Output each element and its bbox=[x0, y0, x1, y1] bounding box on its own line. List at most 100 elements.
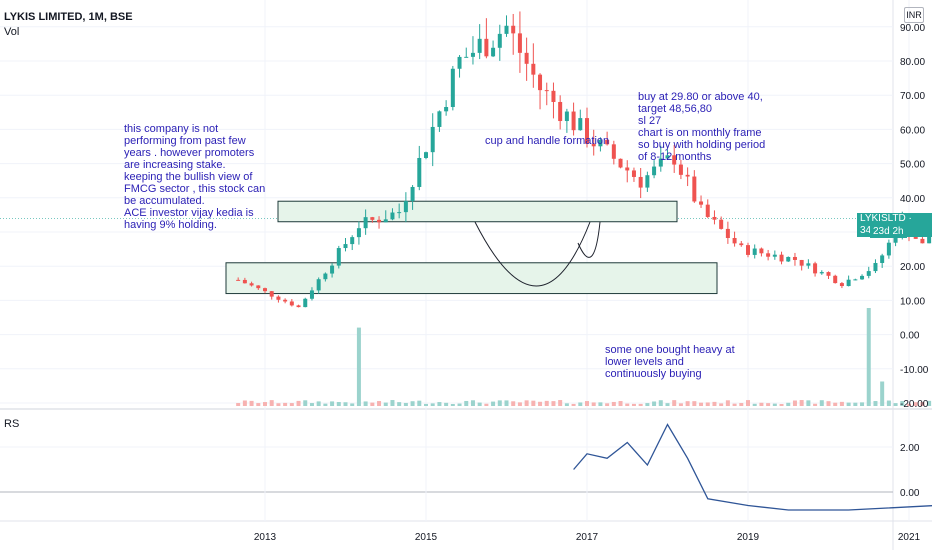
candle-body bbox=[377, 219, 382, 223]
currency-button[interactable]: INR bbox=[904, 7, 924, 23]
candle-body bbox=[497, 33, 502, 48]
candle-body bbox=[705, 204, 710, 217]
volume-bar bbox=[377, 401, 382, 406]
volume-bar bbox=[330, 401, 335, 406]
volume-bar bbox=[806, 400, 811, 406]
candle-body bbox=[866, 271, 871, 276]
volume-bar bbox=[517, 402, 522, 406]
candle-body bbox=[450, 68, 455, 108]
candle-body bbox=[920, 238, 925, 244]
candle-body bbox=[249, 283, 254, 286]
volume-bar bbox=[846, 402, 851, 406]
candle-body bbox=[719, 219, 724, 229]
candle-body bbox=[323, 273, 328, 280]
trade-note[interactable]: buy at 29.80 or above 40, target 48,56,8… bbox=[638, 91, 766, 163]
volume-bar bbox=[383, 402, 388, 406]
volume-bar bbox=[309, 403, 314, 406]
volume-bar bbox=[900, 401, 905, 406]
pattern-note[interactable]: cup and handle formation bbox=[485, 135, 610, 147]
candle-body bbox=[833, 275, 838, 284]
volume-bar bbox=[732, 403, 737, 406]
candle-body bbox=[678, 164, 683, 175]
rs-tick-label: 0.00 bbox=[900, 488, 920, 499]
price-tick-label: 60.00 bbox=[900, 125, 925, 136]
volume-bar bbox=[752, 403, 757, 406]
volume-bar bbox=[397, 402, 402, 406]
volume-bar bbox=[390, 400, 395, 406]
volume-bar bbox=[457, 403, 462, 406]
volume-bar bbox=[853, 402, 858, 406]
price-tick-label: 10.00 bbox=[900, 296, 925, 307]
candle-body bbox=[813, 263, 818, 274]
volume-indicator-label[interactable]: Vol bbox=[4, 26, 20, 38]
candle-body bbox=[699, 201, 704, 205]
volume-bar bbox=[893, 403, 898, 406]
volume-bar bbox=[739, 403, 744, 406]
support-zone[interactable] bbox=[225, 262, 718, 295]
volume-bar bbox=[719, 403, 724, 406]
volume-bar bbox=[826, 401, 831, 406]
volume-bar bbox=[269, 400, 274, 406]
candle-body bbox=[524, 52, 529, 64]
volume-bar bbox=[551, 401, 556, 406]
candle-body bbox=[927, 232, 932, 244]
candle-body bbox=[242, 279, 247, 284]
volume-bar bbox=[598, 402, 603, 406]
fundamental-note[interactable]: this company is not performing from past… bbox=[124, 123, 266, 231]
candle-body bbox=[309, 290, 314, 299]
candle-body bbox=[303, 298, 308, 308]
candle-body bbox=[786, 256, 791, 262]
rs-line[interactable] bbox=[573, 423, 932, 511]
cup-curve[interactable] bbox=[474, 221, 591, 287]
time-tick-label: 2017 bbox=[576, 532, 599, 543]
candle-body bbox=[558, 101, 563, 122]
handle-curve[interactable] bbox=[577, 221, 601, 258]
candle-body bbox=[564, 111, 569, 122]
volume-bar bbox=[276, 403, 281, 406]
symbol-title[interactable]: LYKIS LIMITED, 1M, BSE bbox=[4, 11, 133, 23]
candle-body bbox=[860, 275, 865, 280]
candle-body bbox=[236, 279, 241, 281]
candle-body bbox=[256, 285, 261, 289]
candle-body bbox=[886, 242, 891, 256]
price-tick-label: -20.00 bbox=[900, 399, 929, 410]
volume-bar bbox=[350, 403, 355, 406]
resistance-zone[interactable] bbox=[277, 200, 678, 223]
volume-bar bbox=[558, 400, 563, 406]
candle-body bbox=[403, 201, 408, 213]
volume-bar bbox=[672, 400, 677, 406]
candle-body bbox=[504, 25, 509, 34]
volume-bar bbox=[444, 402, 449, 406]
candle-body bbox=[383, 219, 388, 223]
candle-body bbox=[625, 167, 630, 171]
candle-body bbox=[725, 228, 730, 238]
volume-bar bbox=[538, 401, 543, 406]
volume-bar bbox=[283, 402, 288, 406]
volume-note[interactable]: some one bought heavy at lower levels an… bbox=[605, 344, 735, 380]
candle-body bbox=[853, 279, 858, 281]
volume-bar bbox=[759, 402, 764, 406]
candle-body bbox=[799, 259, 804, 266]
rs-indicator-label[interactable]: RS bbox=[4, 418, 20, 430]
time-tick-label: 2015 bbox=[415, 532, 438, 543]
candle-body bbox=[430, 126, 435, 153]
price-tick-label: 50.00 bbox=[900, 160, 925, 171]
candle-body bbox=[417, 157, 422, 187]
volume-bar bbox=[289, 403, 294, 406]
candle-body bbox=[424, 152, 428, 158]
volume-bar bbox=[833, 402, 838, 406]
candle-body bbox=[571, 111, 576, 131]
candle-body bbox=[712, 216, 717, 220]
rs-tick-label: 2.00 bbox=[900, 443, 920, 454]
volume-bar bbox=[424, 403, 428, 406]
volume-bar bbox=[913, 402, 918, 406]
volume-bar bbox=[464, 400, 469, 406]
time-tick-label: 2013 bbox=[254, 532, 277, 543]
candle-body bbox=[766, 253, 771, 257]
candle-body bbox=[672, 155, 677, 165]
candle-body bbox=[772, 254, 777, 257]
volume-bar bbox=[927, 400, 932, 406]
candle-body bbox=[517, 33, 522, 53]
price-tick-label: 90.00 bbox=[900, 23, 925, 34]
